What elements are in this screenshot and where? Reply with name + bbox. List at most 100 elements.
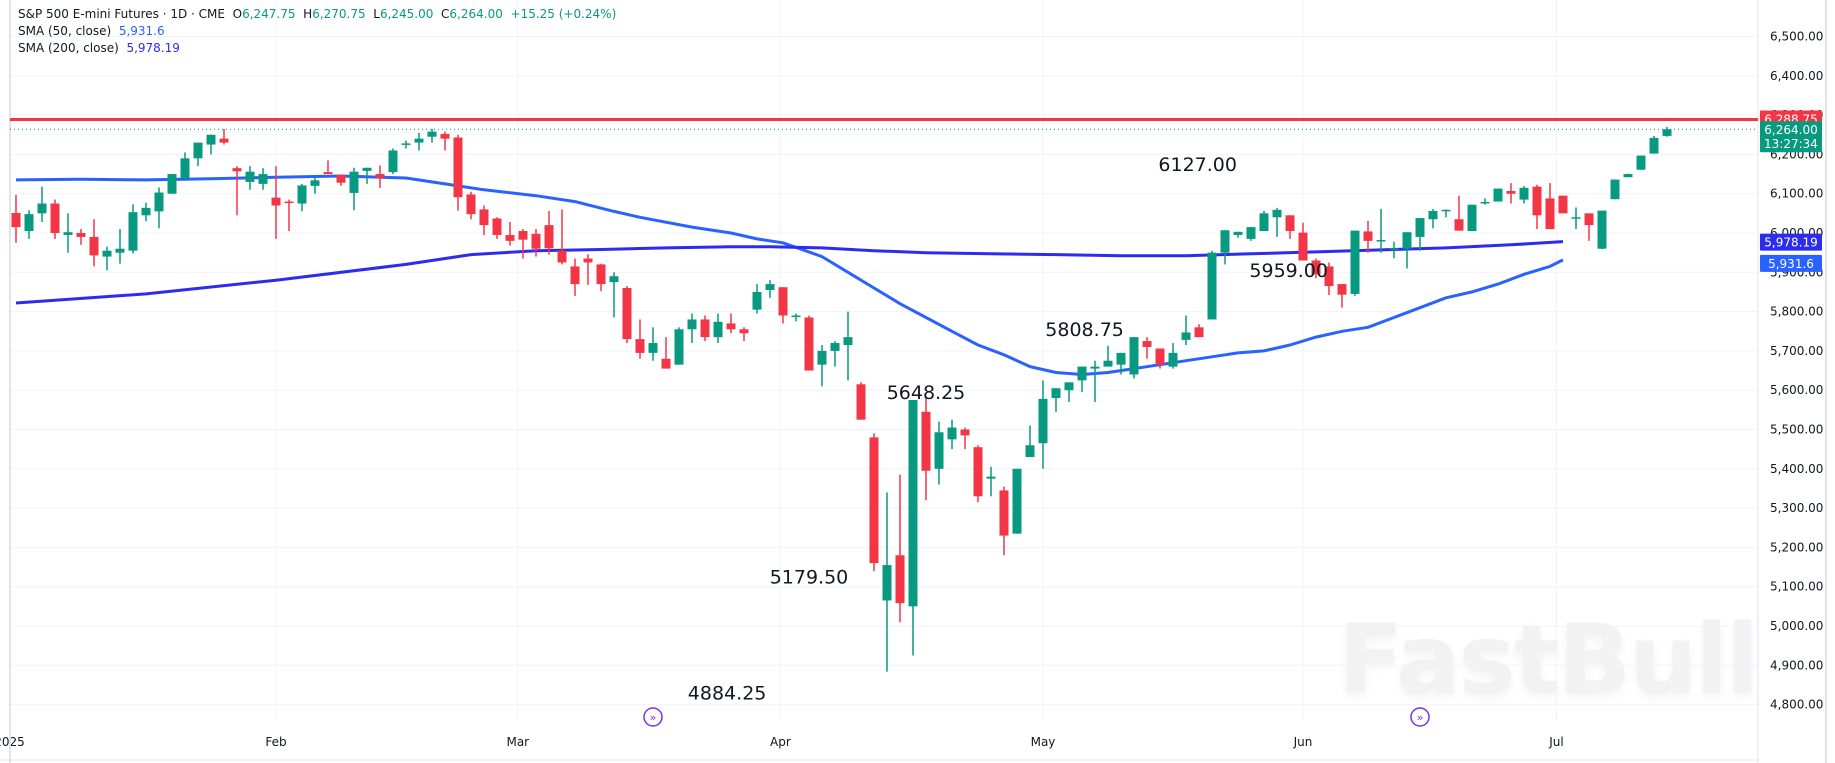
candle-body[interactable] — [297, 185, 307, 204]
sma50-line[interactable] — [15, 174, 1564, 376]
candle-body[interactable] — [1142, 341, 1152, 347]
candle-body[interactable] — [739, 329, 749, 334]
candle-body[interactable] — [986, 476, 996, 479]
candle-body[interactable] — [1038, 398, 1048, 444]
candle-body[interactable] — [1493, 188, 1503, 202]
candle-body[interactable] — [1103, 360, 1113, 367]
candle-body[interactable] — [635, 339, 645, 353]
candle-body[interactable] — [518, 231, 528, 240]
candle-body[interactable] — [219, 138, 229, 143]
candle-body[interactable] — [193, 142, 203, 159]
candle-body[interactable] — [128, 212, 138, 251]
candle-body[interactable] — [1571, 217, 1581, 219]
candle-body[interactable] — [1285, 215, 1295, 232]
candle-body[interactable] — [1441, 209, 1451, 212]
candle-body[interactable] — [596, 264, 606, 285]
candle-body[interactable] — [1012, 468, 1022, 534]
candle-body[interactable] — [700, 319, 710, 338]
candle-body[interactable] — [375, 174, 385, 178]
candle-body[interactable] — [115, 248, 125, 253]
candle-body[interactable] — [258, 174, 268, 184]
candle-body[interactable] — [609, 276, 619, 283]
candle-body[interactable] — [726, 323, 736, 330]
candle-body[interactable] — [1259, 213, 1269, 232]
candle-body[interactable] — [453, 137, 463, 198]
candle-body[interactable] — [1402, 232, 1412, 249]
candle-body[interactable] — [24, 214, 34, 232]
candle-body[interactable] — [505, 234, 515, 241]
candle-body[interactable] — [531, 233, 541, 249]
candle-body[interactable] — [401, 143, 411, 145]
candle-body[interactable] — [1324, 266, 1334, 287]
candle-body[interactable] — [583, 258, 593, 263]
candle-body[interactable] — [934, 432, 944, 469]
candle-body[interactable] — [206, 134, 216, 145]
candle-body[interactable] — [1506, 190, 1516, 194]
candle-body[interactable] — [1662, 129, 1672, 136]
event-marker-icon[interactable] — [643, 707, 663, 727]
candle-body[interactable] — [414, 138, 424, 143]
candle-body[interactable] — [1376, 240, 1386, 242]
candle-body[interactable] — [687, 319, 697, 330]
candle-body[interactable] — [1090, 366, 1100, 369]
candle-body[interactable] — [1311, 260, 1321, 275]
candle-body[interactable] — [1467, 204, 1477, 232]
candle-body[interactable] — [1337, 284, 1347, 295]
candle-body[interactable] — [713, 321, 723, 338]
candle-body[interactable] — [1194, 327, 1204, 338]
candle-body[interactable] — [245, 171, 255, 182]
candle-body[interactable] — [1415, 218, 1425, 237]
candle-body[interactable] — [1363, 231, 1373, 241]
candle-body[interactable] — [856, 384, 866, 420]
candle-body[interactable] — [1389, 248, 1399, 250]
candle-body[interactable] — [1077, 366, 1087, 381]
candle-body[interactable] — [323, 172, 333, 175]
candle-body[interactable] — [674, 329, 684, 365]
candle-body[interactable] — [1155, 348, 1165, 365]
candle-body[interactable] — [1584, 213, 1594, 226]
candle-body[interactable] — [1532, 186, 1542, 216]
candle-body[interactable] — [752, 291, 762, 310]
candle-body[interactable] — [622, 288, 632, 340]
candle-body[interactable] — [973, 447, 983, 497]
candle-body[interactable] — [1597, 210, 1607, 249]
candle-body[interactable] — [1558, 195, 1568, 214]
candle-body[interactable] — [1207, 252, 1217, 320]
candle-body[interactable] — [960, 429, 970, 436]
candle-body[interactable] — [50, 203, 60, 233]
candle-body[interactable] — [895, 555, 905, 604]
candle-body[interactable] — [388, 150, 398, 173]
candle-body[interactable] — [648, 343, 658, 353]
candle-body[interactable] — [557, 250, 567, 263]
candle-body[interactable] — [1116, 352, 1126, 365]
candle-body[interactable] — [1636, 155, 1646, 170]
candle-body[interactable] — [492, 218, 502, 235]
candle-body[interactable] — [89, 236, 99, 256]
candle-body[interactable] — [1480, 201, 1490, 204]
candle-body[interactable] — [1623, 174, 1633, 178]
candle-body[interactable] — [830, 343, 840, 351]
candle-body[interactable] — [869, 437, 879, 564]
candle-body[interactable] — [427, 131, 437, 137]
candle-body[interactable] — [1519, 187, 1529, 200]
candle-body[interactable] — [102, 250, 112, 257]
candle-body[interactable] — [1545, 198, 1555, 230]
candle-body[interactable] — [1649, 137, 1659, 154]
candle-body[interactable] — [908, 400, 918, 607]
candle-body[interactable] — [1350, 230, 1360, 294]
candle-body[interactable] — [570, 266, 580, 285]
candle-body[interactable] — [440, 133, 450, 139]
sma200-line[interactable] — [15, 240, 1564, 305]
candle-body[interactable] — [1168, 352, 1178, 367]
candle-body[interactable] — [232, 168, 242, 172]
candle-body[interactable] — [765, 284, 775, 290]
candle-body[interactable] — [1181, 332, 1191, 340]
candle-body[interactable] — [1220, 230, 1230, 253]
candle-body[interactable] — [1064, 382, 1074, 391]
candle-body[interactable] — [1129, 337, 1139, 375]
candle-body[interactable] — [778, 287, 788, 316]
candle-body[interactable] — [349, 171, 359, 193]
candle-body[interactable] — [284, 201, 294, 204]
